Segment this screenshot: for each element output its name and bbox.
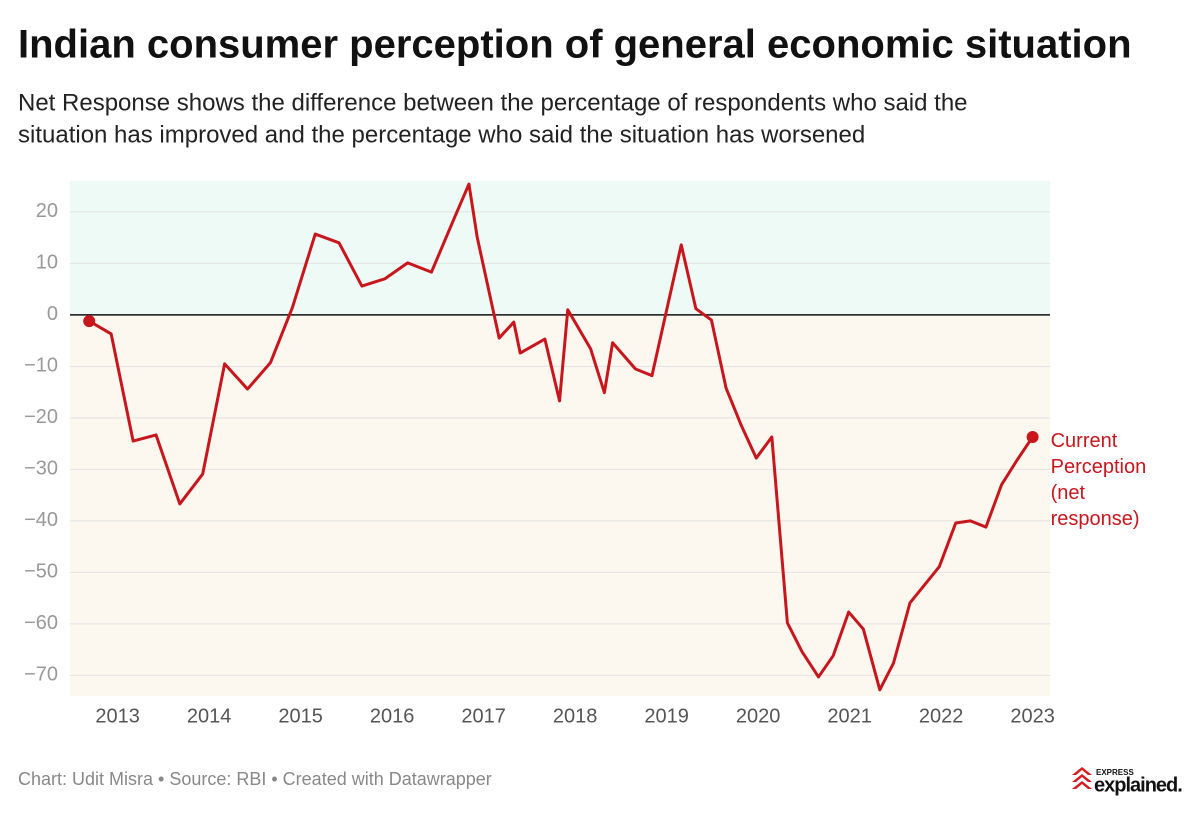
subtitle: situation has improved and the percentag… xyxy=(18,121,865,148)
y-tick-label: 10 xyxy=(36,252,58,274)
x-tick-label: 2021 xyxy=(827,705,872,727)
x-tick-label: 2019 xyxy=(644,705,689,727)
chart-title: Indian consumer perception of general ec… xyxy=(18,23,1132,67)
negative-band xyxy=(70,314,1050,696)
y-tick-label: −60 xyxy=(24,612,58,634)
y-tick-label: −40 xyxy=(24,509,58,531)
logo-icon xyxy=(1072,767,1092,789)
logo: EXPRESS explained. xyxy=(1072,767,1183,796)
x-tick-label: 2015 xyxy=(278,705,323,727)
endpoint-dot xyxy=(1026,430,1039,443)
x-tick-label: 2018 xyxy=(553,705,598,727)
x-tick-label: 2022 xyxy=(919,705,964,727)
y-tick-label: −10 xyxy=(24,355,58,377)
x-tick-label: 2023 xyxy=(1010,705,1055,727)
y-tick-label: −30 xyxy=(24,458,58,480)
x-tick-label: 2017 xyxy=(461,705,506,727)
subtitle: Net Response shows the difference betwee… xyxy=(18,89,968,116)
y-tick-label: 20 xyxy=(36,200,58,222)
y-tick-label: −70 xyxy=(24,664,58,686)
endpoint-dot xyxy=(83,315,96,328)
positive-band xyxy=(70,181,1050,315)
data-line xyxy=(88,182,1034,692)
x-tick-label: 2020 xyxy=(736,705,781,727)
annotation: Perception xyxy=(1051,456,1147,478)
x-tick-label: 2014 xyxy=(187,705,232,727)
x-tick-label: 2013 xyxy=(95,705,140,727)
y-tick-label: −50 xyxy=(24,561,58,583)
footer: Chart: Udit Misra • Source: RBI • Create… xyxy=(18,769,492,789)
annotation: response) xyxy=(1051,508,1140,530)
annotation: Current xyxy=(1051,430,1118,452)
y-tick-label: 0 xyxy=(47,303,58,325)
logo-big: explained. xyxy=(1094,774,1182,796)
y-tick-label: −20 xyxy=(24,406,58,428)
annotation: (net xyxy=(1051,482,1086,504)
logo-small: EXPRESS xyxy=(1096,768,1134,777)
x-tick-label: 2016 xyxy=(370,705,415,727)
